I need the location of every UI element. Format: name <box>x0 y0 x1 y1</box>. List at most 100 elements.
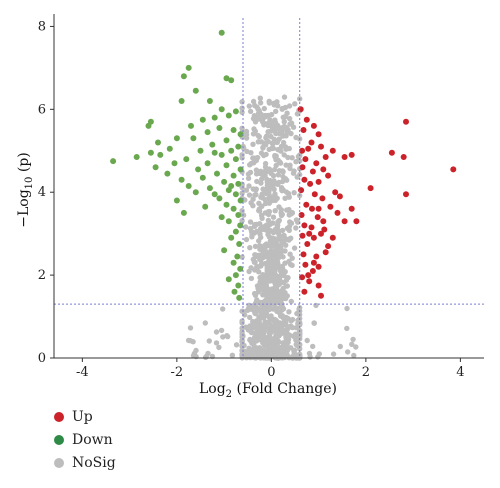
up-point <box>304 241 311 247</box>
nosig-point <box>277 323 283 329</box>
nosig-point <box>307 354 313 360</box>
nosig-point <box>276 168 283 174</box>
nosig-point <box>243 224 249 230</box>
nosig-point <box>257 279 263 285</box>
nosig-point <box>247 323 253 329</box>
nosig-point <box>252 115 259 122</box>
y-axis-title: −Log10 (p) <box>16 152 35 228</box>
nosig-point <box>269 140 275 146</box>
nosig-point <box>247 108 254 115</box>
nosig-point <box>279 227 286 234</box>
up-point <box>297 106 304 113</box>
nosig-point <box>284 177 290 183</box>
nosig-point <box>252 192 258 198</box>
nosig-point <box>276 204 282 210</box>
down-point <box>133 154 140 160</box>
nosig-point <box>271 179 277 185</box>
nosig-point <box>264 181 271 188</box>
nosig-point <box>275 255 282 261</box>
up-point <box>314 214 321 221</box>
nosig-point <box>245 349 252 355</box>
up-point <box>306 230 313 237</box>
legend-label-up: Up <box>72 408 93 425</box>
nosig-point <box>274 284 280 291</box>
nosig-point <box>259 176 265 182</box>
nosig-point <box>284 343 290 350</box>
down-point <box>190 135 197 142</box>
nosig-point <box>262 112 268 119</box>
up-point <box>310 259 317 266</box>
nosig-point <box>274 308 280 314</box>
up-point <box>313 253 320 260</box>
up-point <box>299 147 306 154</box>
up-point <box>367 185 374 192</box>
down-point <box>228 234 235 241</box>
down-point <box>185 183 192 189</box>
up-point <box>315 131 322 138</box>
up-point <box>318 230 324 237</box>
nosig-point <box>265 289 271 295</box>
up-points <box>297 106 457 299</box>
nosig-point <box>193 347 199 354</box>
nosig-point <box>286 115 293 122</box>
down-point <box>230 172 237 179</box>
nosig-point <box>266 100 273 106</box>
up-point <box>298 187 305 194</box>
nosig-point <box>267 169 274 176</box>
nosig-point <box>273 130 279 136</box>
down-point <box>237 131 244 138</box>
up-point <box>298 212 305 218</box>
nosig-point <box>263 271 269 278</box>
nosig-point <box>253 186 259 192</box>
nosig-point <box>349 341 355 347</box>
down-point <box>234 253 241 260</box>
nosig-point <box>250 141 256 147</box>
nosig-point <box>267 316 273 322</box>
nosig-points <box>185 94 359 361</box>
nosig-point <box>268 194 275 200</box>
up-point <box>310 122 317 129</box>
nosig-point <box>206 338 212 344</box>
down-point <box>237 222 244 229</box>
nosig-point <box>304 337 310 344</box>
axes <box>53 14 484 359</box>
up-point <box>305 272 312 279</box>
nosig-point <box>291 245 298 251</box>
nosig-point <box>260 195 266 201</box>
nosig-point <box>259 203 265 209</box>
nosig-point <box>233 342 240 348</box>
up-point <box>300 127 307 133</box>
nosig-point <box>262 279 268 286</box>
nosig-point <box>337 343 343 350</box>
down-point <box>223 137 230 144</box>
nosig-point <box>249 231 255 238</box>
down-point <box>223 162 230 169</box>
nosig-point <box>275 350 281 356</box>
nosig-point <box>239 190 245 196</box>
nosig-point <box>274 99 280 105</box>
down-point <box>185 64 192 71</box>
nosig-point <box>250 98 257 105</box>
nosig-point <box>246 103 252 109</box>
nosig-point <box>259 226 265 233</box>
nosig-point <box>252 243 259 250</box>
nosig-point <box>282 248 288 254</box>
nosig-point <box>248 329 255 336</box>
nosig-point <box>275 219 281 225</box>
nosig-point <box>220 306 226 312</box>
up-point <box>303 201 310 208</box>
volcano-plot: -4 -2 0 2 4 0 2 4 6 8 Log2 (Fold Change) −Log10 (… <box>16 14 484 400</box>
down-point <box>218 151 225 158</box>
up-point <box>450 166 457 173</box>
up-point <box>341 218 348 225</box>
up-point <box>327 203 334 210</box>
nosig-point <box>262 242 268 249</box>
nosig-point <box>282 269 288 275</box>
up-point <box>329 234 336 241</box>
nosig-point <box>266 185 272 192</box>
up-point <box>403 118 409 125</box>
nosig-point <box>248 306 254 312</box>
nosig-point <box>213 329 220 335</box>
down-point <box>147 149 154 156</box>
down-point <box>232 156 239 163</box>
